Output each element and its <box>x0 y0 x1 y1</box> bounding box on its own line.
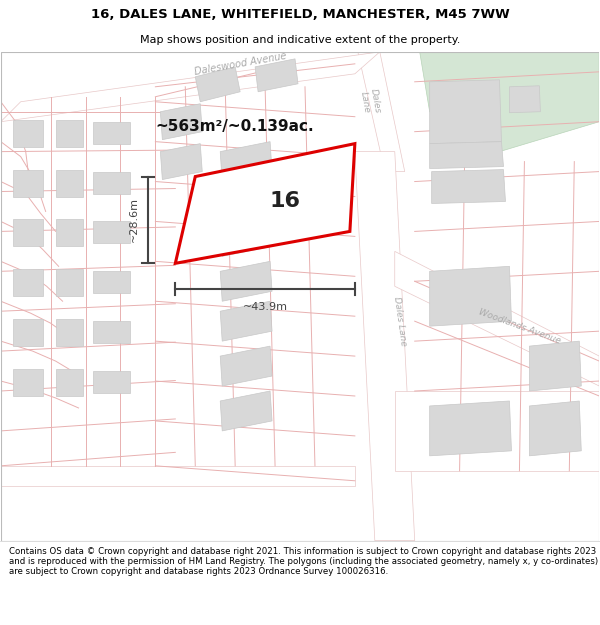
Text: Woodlands Avenue: Woodlands Avenue <box>477 307 562 345</box>
Text: ~43.9m: ~43.9m <box>242 302 287 312</box>
Polygon shape <box>255 59 298 92</box>
Polygon shape <box>56 269 83 296</box>
Polygon shape <box>395 391 599 471</box>
Polygon shape <box>395 251 599 386</box>
Text: ~563m²/~0.139ac.: ~563m²/~0.139ac. <box>155 119 314 134</box>
Polygon shape <box>220 261 272 301</box>
Polygon shape <box>220 301 272 341</box>
Polygon shape <box>92 321 130 343</box>
Polygon shape <box>220 176 272 216</box>
Polygon shape <box>1 52 380 122</box>
Polygon shape <box>430 266 511 326</box>
Polygon shape <box>529 401 581 456</box>
Polygon shape <box>92 221 130 243</box>
Polygon shape <box>13 319 43 346</box>
Polygon shape <box>13 120 43 147</box>
Text: Contains OS data © Crown copyright and database right 2021. This information is : Contains OS data © Crown copyright and d… <box>9 546 598 576</box>
Polygon shape <box>509 86 541 112</box>
Polygon shape <box>430 401 511 456</box>
Polygon shape <box>56 169 83 196</box>
Polygon shape <box>92 122 130 144</box>
Polygon shape <box>195 67 240 102</box>
Polygon shape <box>175 144 355 263</box>
Polygon shape <box>160 104 202 139</box>
Polygon shape <box>220 346 272 386</box>
Polygon shape <box>13 169 43 196</box>
Polygon shape <box>430 80 502 144</box>
Polygon shape <box>529 341 581 391</box>
Polygon shape <box>430 142 503 169</box>
Text: Dales
Lane: Dales Lane <box>358 88 382 116</box>
Text: Daleswood Avenue: Daleswood Avenue <box>193 51 287 77</box>
Polygon shape <box>13 369 43 396</box>
Text: ~28.6m: ~28.6m <box>128 198 139 242</box>
Polygon shape <box>220 391 272 431</box>
Text: Dales Lane: Dales Lane <box>392 296 407 346</box>
Text: 16, DALES LANE, WHITEFIELD, MANCHESTER, M45 7WW: 16, DALES LANE, WHITEFIELD, MANCHESTER, … <box>91 8 509 21</box>
Polygon shape <box>56 319 83 346</box>
Polygon shape <box>92 271 130 293</box>
Polygon shape <box>431 169 505 204</box>
Polygon shape <box>160 144 202 179</box>
Polygon shape <box>1 466 355 486</box>
Polygon shape <box>56 219 83 246</box>
Polygon shape <box>13 269 43 296</box>
Polygon shape <box>13 219 43 246</box>
Polygon shape <box>355 152 415 541</box>
Polygon shape <box>56 369 83 396</box>
Polygon shape <box>220 142 272 181</box>
Polygon shape <box>358 52 405 172</box>
Text: 16: 16 <box>269 191 301 211</box>
Polygon shape <box>419 52 599 152</box>
Polygon shape <box>220 216 272 256</box>
Polygon shape <box>56 120 83 147</box>
Polygon shape <box>92 371 130 393</box>
Text: Map shows position and indicative extent of the property.: Map shows position and indicative extent… <box>140 36 460 46</box>
Polygon shape <box>92 172 130 194</box>
